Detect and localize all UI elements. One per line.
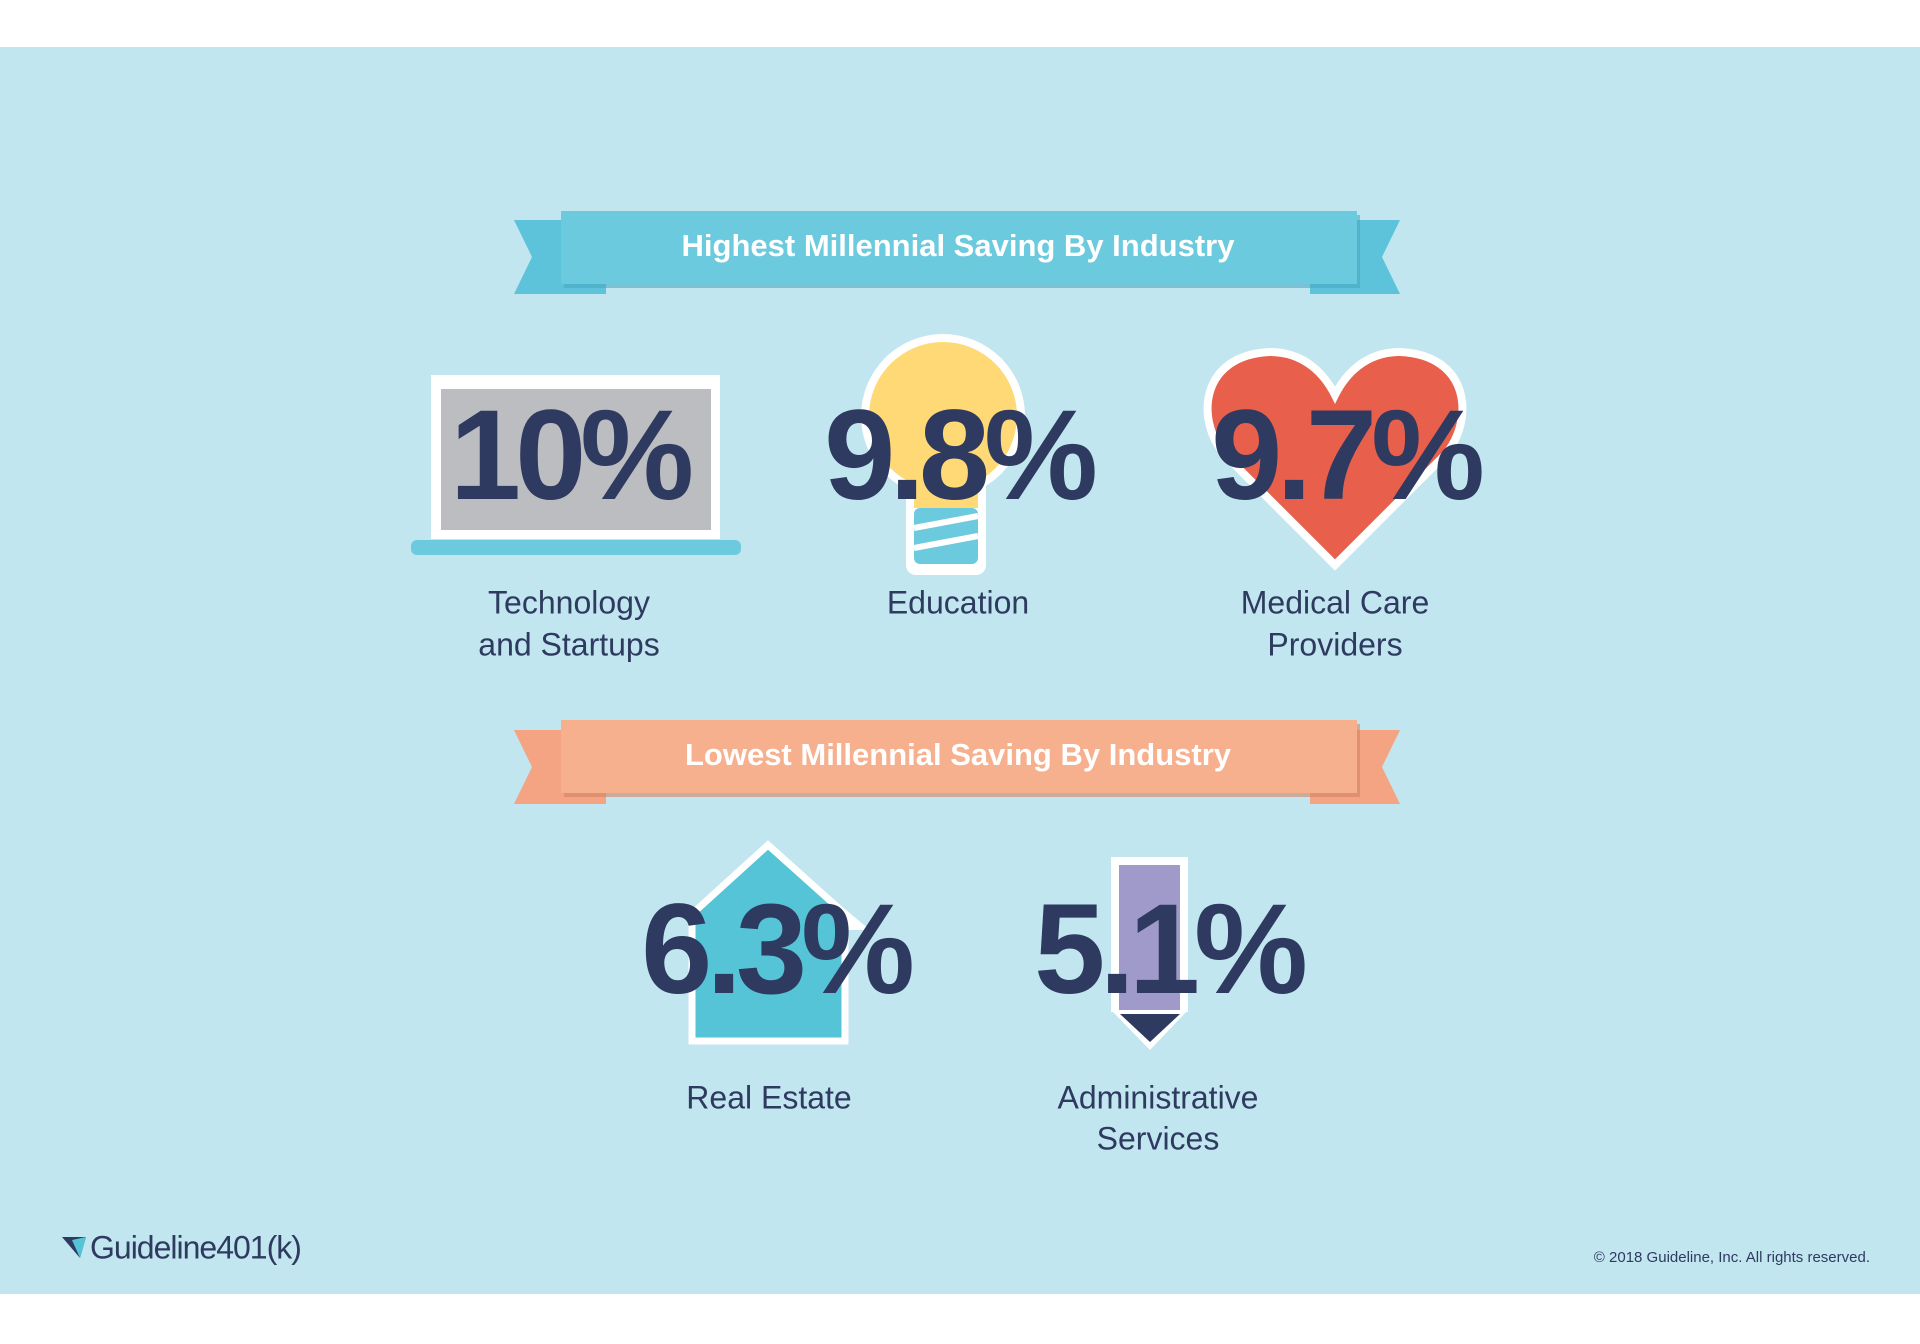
industry-label: Real Estate xyxy=(686,1079,851,1115)
copyright: © 2018 Guideline, Inc. All rights reserv… xyxy=(1594,1249,1870,1266)
industry-label: Administrative xyxy=(1058,1079,1259,1115)
banner-low xyxy=(514,720,1400,804)
banner-title: Lowest Millennial Saving By Industry xyxy=(685,737,1232,772)
banner-title: Highest Millennial Saving By Industry xyxy=(682,228,1236,263)
stat-value: 9.7% xyxy=(1211,384,1482,527)
logo: Guideline401(k) xyxy=(90,1229,301,1265)
stat-value: 10% xyxy=(450,384,691,527)
heart-icon xyxy=(1203,347,1467,571)
industry-label: Technology xyxy=(488,584,650,620)
industry-label: Education xyxy=(887,584,1029,620)
stat-value: 9.8% xyxy=(824,384,1095,527)
laptop-icon xyxy=(411,375,741,555)
banner-high xyxy=(514,211,1400,294)
house-icon xyxy=(688,840,870,1045)
industry-label: Services xyxy=(1097,1120,1220,1156)
industry-label: and Startups xyxy=(478,626,659,662)
stat-value: 5.1% xyxy=(1034,878,1305,1021)
pencil-icon xyxy=(1111,857,1188,1050)
bulb-icon xyxy=(861,334,1025,575)
industry-label: Medical Care xyxy=(1241,584,1430,620)
logo-mark xyxy=(62,1237,86,1258)
industry-label: Providers xyxy=(1267,626,1402,662)
stat-value: 6.3% xyxy=(641,878,912,1021)
